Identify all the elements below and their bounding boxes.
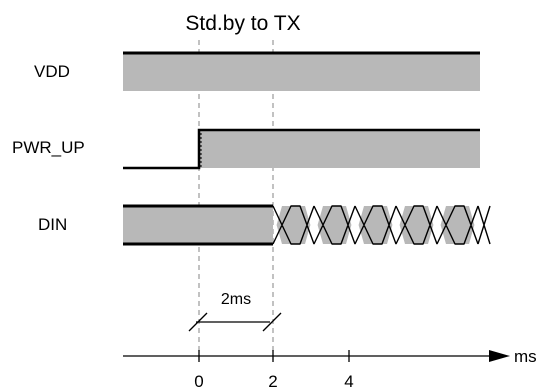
din-data-window: [399, 206, 434, 244]
signal-din-trace: [123, 204, 491, 246]
din-data-window: [358, 206, 393, 244]
axis-tick-label-0: 0: [194, 372, 203, 391]
signal-label-din: DIN: [38, 215, 67, 234]
axis-tick-label-2: 2: [268, 372, 277, 391]
axis-unit-label: ms: [514, 347, 537, 366]
din-data-window: [440, 206, 475, 244]
din-bus-transitions: [272, 205, 479, 245]
axis-arrow-icon: [489, 350, 510, 362]
din-data-window: [276, 206, 311, 244]
signal-pwr-up-trace: [123, 128, 480, 170]
interval-marker: [188, 312, 282, 332]
din-bus-end-crossing: [477, 205, 491, 245]
interval-label: 2ms: [221, 291, 251, 308]
signal-vdd-trace: [123, 51, 480, 91]
signal-label-vdd: VDD: [34, 62, 70, 81]
signal-label-pwr-up: PWR_UP: [12, 138, 85, 157]
diagram-title: Std.by to TX: [185, 12, 300, 35]
time-axis: [123, 350, 510, 362]
din-data-bus: [272, 205, 491, 245]
din-data-window: [317, 206, 352, 244]
axis-tick-label-4: 4: [344, 372, 353, 391]
